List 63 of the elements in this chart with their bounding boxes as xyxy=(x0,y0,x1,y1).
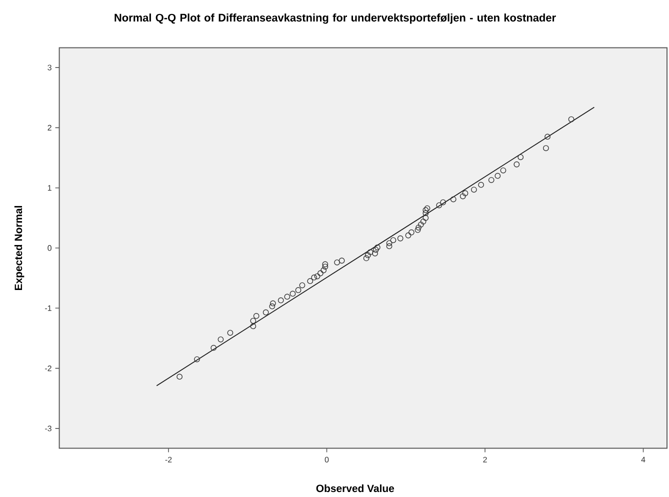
point xyxy=(250,323,256,330)
point xyxy=(514,161,520,168)
point xyxy=(295,287,302,294)
point xyxy=(450,196,456,202)
point xyxy=(367,249,374,256)
point xyxy=(422,210,429,216)
point xyxy=(436,202,442,208)
point xyxy=(290,290,296,297)
point xyxy=(408,229,414,236)
point xyxy=(462,190,468,196)
point xyxy=(269,303,276,310)
point xyxy=(299,282,306,288)
point xyxy=(386,240,392,246)
point xyxy=(397,235,404,242)
point xyxy=(405,232,412,238)
point xyxy=(460,193,466,200)
point xyxy=(218,336,224,342)
point xyxy=(317,270,324,276)
point xyxy=(424,205,430,212)
point xyxy=(363,255,370,262)
point xyxy=(176,374,183,380)
point xyxy=(278,297,284,304)
point xyxy=(338,258,345,264)
point xyxy=(494,172,501,179)
point xyxy=(194,356,200,362)
point xyxy=(250,318,256,324)
point xyxy=(544,134,550,140)
point xyxy=(414,227,421,233)
point xyxy=(210,344,217,351)
point xyxy=(307,278,314,284)
point xyxy=(416,224,422,230)
point xyxy=(320,267,327,274)
point xyxy=(568,116,574,122)
point xyxy=(420,218,426,224)
point xyxy=(322,261,328,268)
y-axis-title: Expected Normal xyxy=(14,206,24,290)
point xyxy=(478,182,484,188)
x-axis-title: Observed Value xyxy=(316,484,394,492)
point xyxy=(262,309,269,316)
point xyxy=(364,252,371,258)
point xyxy=(253,313,260,319)
point xyxy=(372,246,379,253)
point xyxy=(488,177,494,183)
point xyxy=(322,264,328,270)
point xyxy=(422,214,429,221)
point xyxy=(543,145,549,152)
point xyxy=(386,243,392,250)
point xyxy=(314,273,320,280)
chart-title: Normal Q-Q Plot of Differanseavkastning for undervektsporteføljen - uten kostnader xyxy=(114,14,556,24)
point xyxy=(270,300,276,306)
point xyxy=(227,330,234,336)
point xyxy=(284,294,290,300)
point xyxy=(500,167,506,174)
point xyxy=(418,222,424,228)
point xyxy=(422,207,429,214)
point xyxy=(390,237,396,244)
point xyxy=(374,244,380,250)
point xyxy=(518,154,524,160)
point xyxy=(440,199,446,206)
point xyxy=(470,186,477,193)
point xyxy=(372,250,378,256)
point xyxy=(311,274,318,280)
point xyxy=(334,259,340,266)
